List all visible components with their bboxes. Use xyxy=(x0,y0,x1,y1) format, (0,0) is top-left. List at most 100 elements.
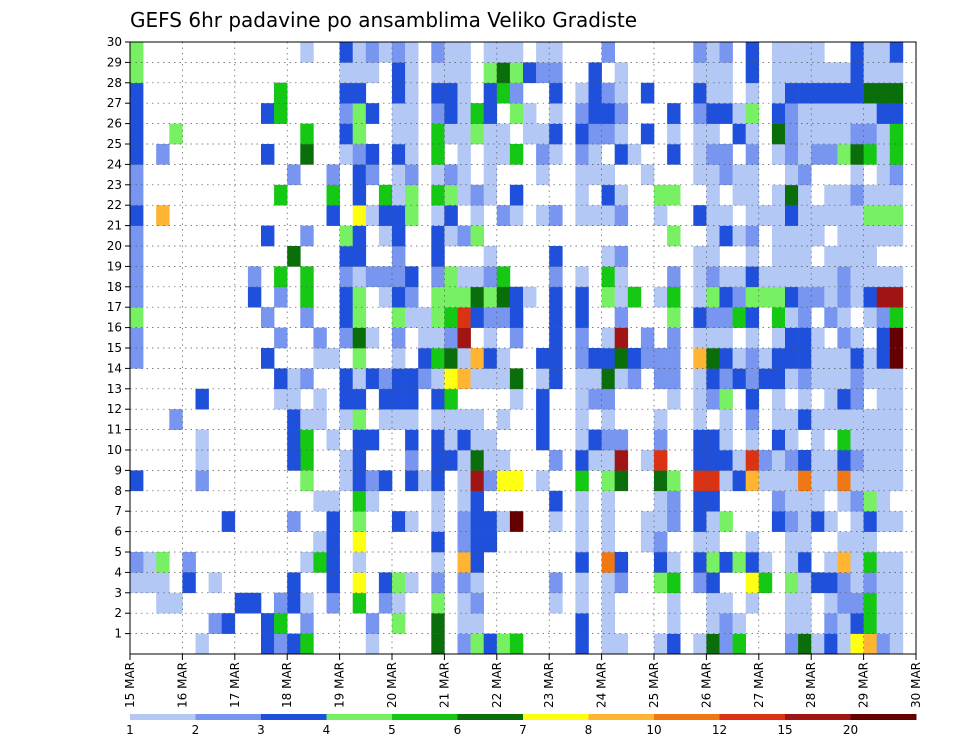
heatmap-cell xyxy=(719,62,733,84)
heatmap-cell xyxy=(496,62,511,84)
heatmap-cell xyxy=(719,103,733,124)
heatmap-cell xyxy=(431,62,445,84)
heatmap-cell xyxy=(444,164,458,186)
heatmap-cell xyxy=(614,205,629,226)
heatmap-cell xyxy=(523,286,537,308)
heatmap-cell xyxy=(732,633,746,655)
heatmap-cell xyxy=(575,450,589,471)
heatmap-cell xyxy=(431,246,445,267)
heatmap-cell xyxy=(352,42,367,63)
colorbar-swatch xyxy=(261,714,327,720)
heatmap-cell xyxy=(470,225,484,247)
heatmap-cell xyxy=(745,82,760,104)
heatmap-cell xyxy=(601,368,615,390)
heatmap-cell xyxy=(719,307,733,328)
heatmap-cell xyxy=(614,246,629,267)
heatmap-cell xyxy=(470,572,484,594)
heatmap-cell xyxy=(549,246,563,267)
colorbar-swatch xyxy=(588,714,655,720)
colorbar-swatch xyxy=(392,714,458,720)
heatmap-cell xyxy=(352,490,367,512)
heatmap-cell xyxy=(798,450,812,471)
heatmap-cell xyxy=(863,572,877,594)
heatmap-cell xyxy=(798,552,812,573)
heatmap-cell xyxy=(706,552,720,573)
heatmap-cell xyxy=(863,205,877,226)
heatmap-cell xyxy=(889,572,904,594)
heatmap-cell xyxy=(719,205,733,226)
heatmap-cell xyxy=(785,144,799,165)
heatmap-cell xyxy=(889,613,904,634)
y-tick-label: 15 xyxy=(107,341,122,355)
heatmap-cell xyxy=(889,164,904,186)
heatmap-cell xyxy=(470,205,484,226)
heatmap-cell xyxy=(431,123,445,145)
heatmap-cell xyxy=(719,592,733,614)
heatmap-cell xyxy=(431,286,445,308)
heatmap-cell xyxy=(706,184,720,206)
heatmap-cell xyxy=(785,327,799,349)
heatmap-cell xyxy=(863,450,877,471)
heatmap-cell xyxy=(850,286,864,308)
heatmap-cell xyxy=(706,348,720,369)
heatmap-cell xyxy=(392,123,406,145)
heatmap-cell xyxy=(549,62,563,84)
heatmap-cell xyxy=(431,82,445,104)
colorbar-label: 15 xyxy=(777,723,792,737)
y-tick-label: 16 xyxy=(107,321,122,335)
heatmap-cell xyxy=(365,429,380,451)
heatmap-cell xyxy=(706,613,720,634)
heatmap-cell xyxy=(130,552,144,573)
heatmap-cell xyxy=(667,327,681,349)
heatmap-cells xyxy=(130,42,904,655)
heatmap-cell xyxy=(811,348,825,369)
heatmap-cell xyxy=(876,511,891,532)
heatmap-cell xyxy=(771,307,786,328)
heatmap-cell xyxy=(824,286,838,308)
heatmap-cell xyxy=(457,511,471,532)
x-tick-label: 15 MAR xyxy=(123,662,137,708)
heatmap-cell xyxy=(785,592,799,614)
heatmap-cell xyxy=(614,286,629,308)
heatmap-cell xyxy=(798,184,812,206)
heatmap-cell xyxy=(798,62,812,84)
heatmap-cell xyxy=(496,205,511,226)
heatmap-cell xyxy=(339,62,353,84)
heatmap-cell xyxy=(667,388,681,410)
heatmap-cell xyxy=(313,327,327,349)
heatmap-cell xyxy=(732,613,746,634)
heatmap-cell xyxy=(575,205,589,226)
heatmap-cell xyxy=(719,327,733,349)
heatmap-cell xyxy=(785,490,799,512)
heatmap-cell xyxy=(352,246,367,267)
heatmap-cell xyxy=(798,42,812,63)
heatmap-cell xyxy=(457,266,471,288)
heatmap-cell xyxy=(640,450,655,471)
heatmap-cell xyxy=(457,531,471,553)
heatmap-cell xyxy=(300,368,314,390)
heatmap-cell xyxy=(614,184,629,206)
heatmap-cell xyxy=(654,552,668,573)
heatmap-cell xyxy=(195,388,209,410)
colorbar: 1 2 3 4 5 6 7 8 10 12 15 20 xyxy=(126,714,917,737)
heatmap-cell xyxy=(457,409,471,430)
heatmap-cell xyxy=(457,450,471,471)
heatmap-cell xyxy=(444,225,458,247)
heatmap-cell xyxy=(431,164,445,186)
heatmap-cell xyxy=(811,511,825,532)
heatmap-cell xyxy=(850,266,864,288)
heatmap-cell xyxy=(483,42,498,63)
heatmap-cell xyxy=(811,266,825,288)
heatmap-cell xyxy=(706,511,720,532)
heatmap-cell xyxy=(837,572,851,594)
x-tick-label: 27 MAR xyxy=(752,662,766,708)
heatmap-cell xyxy=(719,470,733,492)
heatmap-cell xyxy=(876,450,891,471)
heatmap-cell xyxy=(274,388,288,410)
heatmap-cell xyxy=(509,82,524,104)
heatmap-cell xyxy=(496,286,511,308)
heatmap-cell xyxy=(261,633,275,655)
y-tick-label: 24 xyxy=(107,157,122,171)
heatmap-cell xyxy=(785,42,799,63)
heatmap-cell xyxy=(431,103,445,124)
